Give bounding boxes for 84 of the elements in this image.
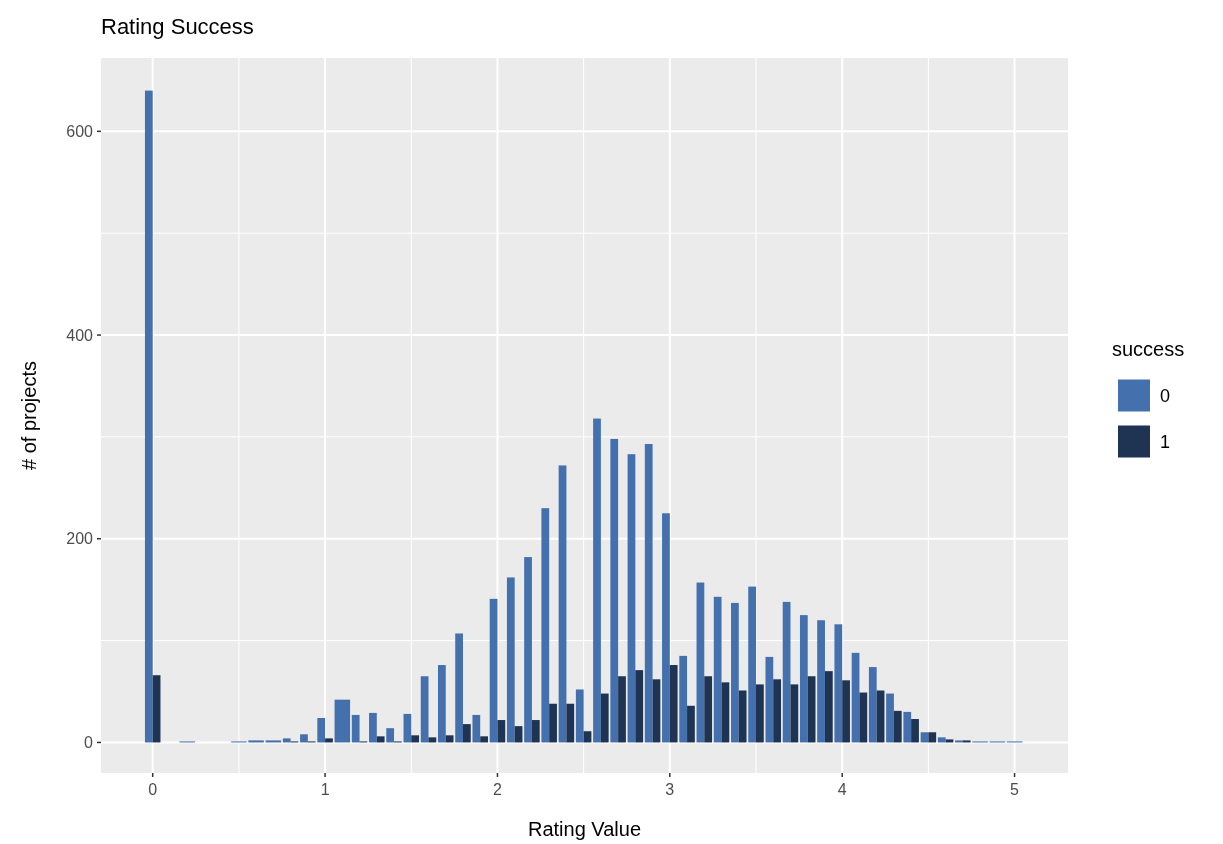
bar [566, 703, 575, 743]
y-tick-label: 600 [66, 122, 94, 140]
bar [541, 508, 550, 743]
bar [687, 705, 695, 743]
bar [317, 718, 326, 743]
bar [549, 703, 557, 743]
bar [773, 679, 781, 743]
legend-label: 1 [1160, 431, 1171, 452]
bar [618, 676, 626, 743]
bar [575, 689, 584, 743]
bar [713, 596, 722, 743]
bar [635, 670, 644, 743]
bar [704, 676, 713, 743]
bar [376, 736, 385, 743]
bar [696, 582, 705, 743]
bar [386, 728, 395, 743]
bar [669, 665, 678, 743]
y-tick-label: 200 [66, 530, 94, 548]
bar [652, 679, 661, 743]
bar [437, 665, 446, 743]
bar [455, 633, 463, 743]
y-tick-label: 400 [66, 326, 94, 344]
bar [817, 620, 825, 743]
bar [506, 577, 515, 743]
legend-title: success [1112, 337, 1185, 360]
bar [644, 444, 653, 743]
bar [531, 720, 540, 743]
x-axis-title: Rating Value [527, 818, 642, 840]
bar [937, 737, 946, 743]
bar [868, 667, 877, 743]
bar [731, 602, 739, 743]
bar [610, 438, 619, 743]
bar [782, 601, 791, 743]
bar [842, 680, 850, 743]
bar [558, 465, 567, 743]
bar [662, 513, 670, 743]
bar [851, 652, 860, 743]
bar [369, 712, 377, 743]
bar [420, 676, 429, 743]
bar [765, 656, 774, 743]
bar [903, 711, 912, 743]
bar [472, 714, 481, 743]
bar [497, 720, 506, 743]
bar [721, 682, 730, 743]
bar [489, 598, 498, 743]
legend-label: 0 [1160, 385, 1171, 406]
bar [790, 684, 799, 743]
bar [928, 732, 937, 743]
bar [152, 675, 161, 743]
bar [462, 724, 471, 743]
bar [886, 693, 894, 743]
bar [144, 90, 153, 743]
bar [807, 676, 816, 743]
x-tick-label: 2 [493, 781, 502, 798]
bar [824, 671, 833, 743]
bar [351, 714, 360, 743]
bar [799, 615, 808, 743]
x-tick-label: 5 [1010, 781, 1020, 798]
x-tick-label: 0 [148, 781, 158, 798]
bar [748, 586, 757, 743]
y-axis-title: # of projects [18, 361, 40, 470]
bar [911, 719, 919, 743]
bar [955, 740, 963, 743]
bar [679, 655, 688, 743]
bar [893, 710, 902, 743]
chart-title: Rating Success [101, 14, 254, 39]
bar [325, 738, 333, 743]
bar [593, 418, 601, 743]
bar [524, 557, 532, 743]
bar [834, 624, 843, 743]
x-tick-label: 4 [837, 781, 847, 798]
bar [600, 693, 609, 743]
bar [738, 690, 747, 743]
bar [962, 740, 971, 743]
bar [300, 734, 308, 743]
bar [859, 692, 868, 743]
bar [756, 684, 764, 743]
bar [480, 736, 488, 743]
x-tick-label: 1 [320, 781, 330, 798]
x-tick-label: 3 [665, 781, 675, 798]
bar [411, 735, 420, 743]
bar [282, 738, 291, 743]
bar [627, 454, 636, 743]
y-tick-label: 0 [84, 734, 94, 752]
